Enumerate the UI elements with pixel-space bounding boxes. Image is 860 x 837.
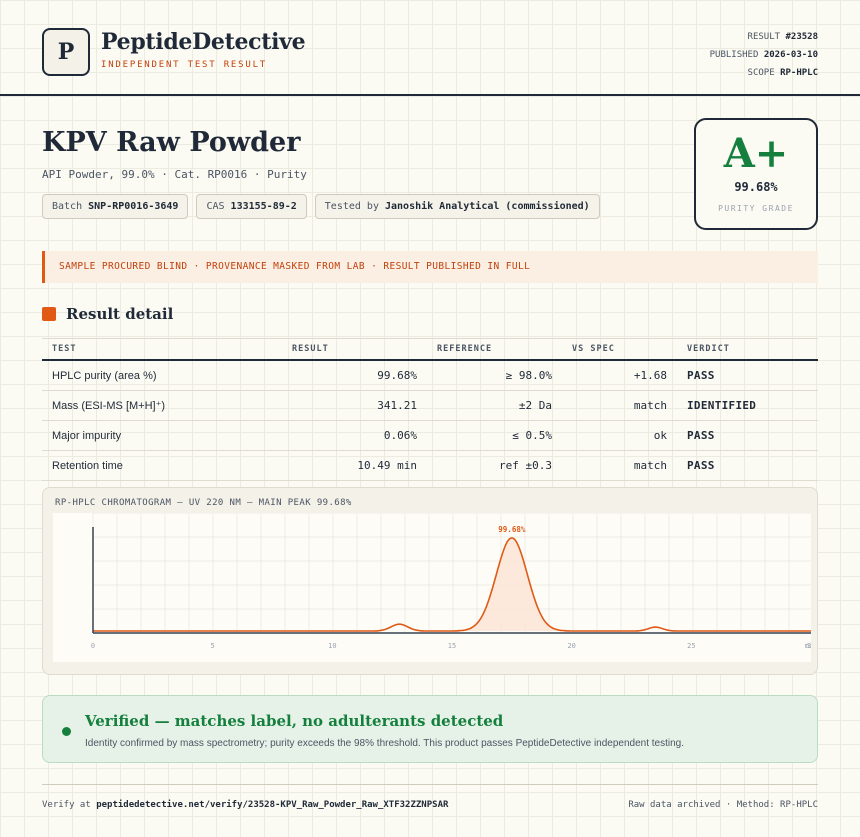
result-id-line: RESULT #23528 [710,28,818,46]
grade-letter: A+ [723,130,789,177]
published-line: PUBLISHED 2026-03-10 [710,46,818,64]
grade-label: PURITY GRADE [718,204,794,213]
result-detail-header: Result detail [42,305,173,323]
verify-line: Verify at peptidedetective.net/verify/23… [42,800,448,810]
tested-by-chip: Tested by Janoshik Analytical (commissio… [314,194,600,219]
cell-verdict: PASS [677,360,818,391]
result-id: #23528 [785,32,818,42]
published-label: PUBLISHED [709,50,759,60]
cas-value: 133155-89-2 [230,201,297,212]
chromatogram-chart: 0 5 10 15 20 25 30min 99.68% [91,513,811,650]
brand-tagline: INDEPENDENT TEST RESULT [101,60,268,70]
x-tick-label: 0 [91,642,95,650]
x-tick-label: 25 [687,642,695,650]
archive-note: Raw data archived · Method: RP-HPLC [628,800,818,810]
cell-vs-spec: ok [562,420,677,451]
verified-dot-icon [62,727,71,736]
notice-text: SAMPLE PROCURED BLIND · PROVENANCE MASKE… [59,261,531,272]
cell-vs-spec: +1.68 [562,360,677,391]
cas-chip: CAS 133155-89-2 [196,194,307,219]
chromatogram-panel: RP-HPLC CHROMATOGRAM — UV 220 NM — MAIN … [42,487,818,675]
x-tick-label: 30 [807,642,811,650]
table-row: Retention time 10.49 min ref ±0.3 match … [42,450,818,481]
table-header-row: TEST RESULT REFERENCE VS SPEC VERDICT [42,338,818,361]
published-date: 2026-03-10 [763,50,818,60]
scope-label: SCOPE [747,68,775,78]
cell-verdict: PASS [677,420,818,451]
cell-test: Mass (ESI-MS [M+H]⁺) [42,390,282,421]
scope-value: RP-HPLC [780,68,818,78]
purity-grade-card: A+ 99.68% PURITY GRADE [694,118,818,230]
cell-result: 341.21 [282,390,427,421]
page-footer: Verify at peptidedetective.net/verify/23… [42,784,818,815]
cell-test: Major impurity [42,420,282,451]
verified-title: Verified — matches label, no adulterants… [85,712,504,730]
section-marker-icon [42,307,56,321]
cell-result: 0.06% [282,420,427,451]
brand-name: PeptideDetective [101,29,306,55]
result-table: TEST RESULT REFERENCE VS SPEC VERDICT HP… [42,338,818,481]
batch-label: Batch [52,201,83,212]
x-tick-label: 15 [448,642,456,650]
cell-result: 10.49 min [282,450,427,481]
x-unit-label: min [805,642,811,650]
chromatogram-plot-area: 0 5 10 15 20 25 30min 99.68% [53,513,811,662]
cell-verdict: PASS [677,450,818,481]
cell-vs-spec: match [562,450,677,481]
verified-description: Identity confirmed by mass spectrometry;… [85,738,685,749]
tested-label: Tested by [324,201,379,212]
cell-verdict: IDENTIFIED [677,390,818,421]
scope-line: SCOPE RP-HPLC [710,64,818,82]
verify-link[interactable]: peptidedetective.net/verify/23528-KPV_Ra… [96,800,449,810]
cell-reference: ref ±0.3 [427,450,562,481]
cas-label: CAS [206,201,225,212]
main-peak-fill [465,537,559,631]
x-tick-label: 20 [567,642,575,650]
result-meta: RESULT #23528 PUBLISHED 2026-03-10 SCOPE… [710,28,818,82]
col-reference: REFERENCE [427,338,562,361]
result-label: RESULT [747,32,781,42]
peak-label: 99.68% [498,525,526,534]
table-row: HPLC purity (area %) 99.68% ≥ 98.0% +1.6… [42,360,818,391]
chromatogram-trace [93,537,811,632]
page-title: KPV Raw Powder [42,127,301,158]
cell-reference: ±2 Da [427,390,562,421]
verification-banner: Verified — matches label, no adulterants… [42,695,818,763]
page-header: P PeptideDetective INDEPENDENT TEST RESU… [0,0,860,96]
product-chips: Batch SNP-RP0016-3649 CAS 133155-89-2 Te… [42,194,600,219]
col-verdict: VERDICT [677,338,818,361]
col-vs-spec: VS SPEC [562,338,677,361]
batch-value: SNP-RP0016-3649 [88,201,179,212]
section-title: Result detail [66,305,174,323]
table-row: Mass (ESI-MS [M+H]⁺) 341.21 ±2 Da match … [42,390,818,421]
product-subtitle: API Powder, 99.0% · Cat. RP0016 · Purity [42,168,307,181]
tested-value: Janoshik Analytical (commissioned) [385,201,590,212]
cell-reference: ≥ 98.0% [427,360,562,391]
x-tick-label: 5 [211,642,215,650]
x-tick-label: 10 [328,642,336,650]
table-row: Major impurity 0.06% ≤ 0.5% ok PASS [42,420,818,451]
cell-vs-spec: match [562,390,677,421]
chromatogram-caption: RP-HPLC CHROMATOGRAM — UV 220 NM — MAIN … [55,498,352,508]
col-test: TEST [42,338,282,361]
cell-test: Retention time [42,450,282,481]
grade-value: 99.68% [734,180,778,194]
cell-test: HPLC purity (area %) [42,360,282,391]
cell-result: 99.68% [282,360,427,391]
logo-icon: P [42,28,90,76]
cell-reference: ≤ 0.5% [427,420,562,451]
batch-chip: Batch SNP-RP0016-3649 [42,194,189,219]
col-result: RESULT [282,338,427,361]
verify-prefix: Verify at [42,800,91,810]
procurement-notice: SAMPLE PROCURED BLIND · PROVENANCE MASKE… [42,251,818,283]
